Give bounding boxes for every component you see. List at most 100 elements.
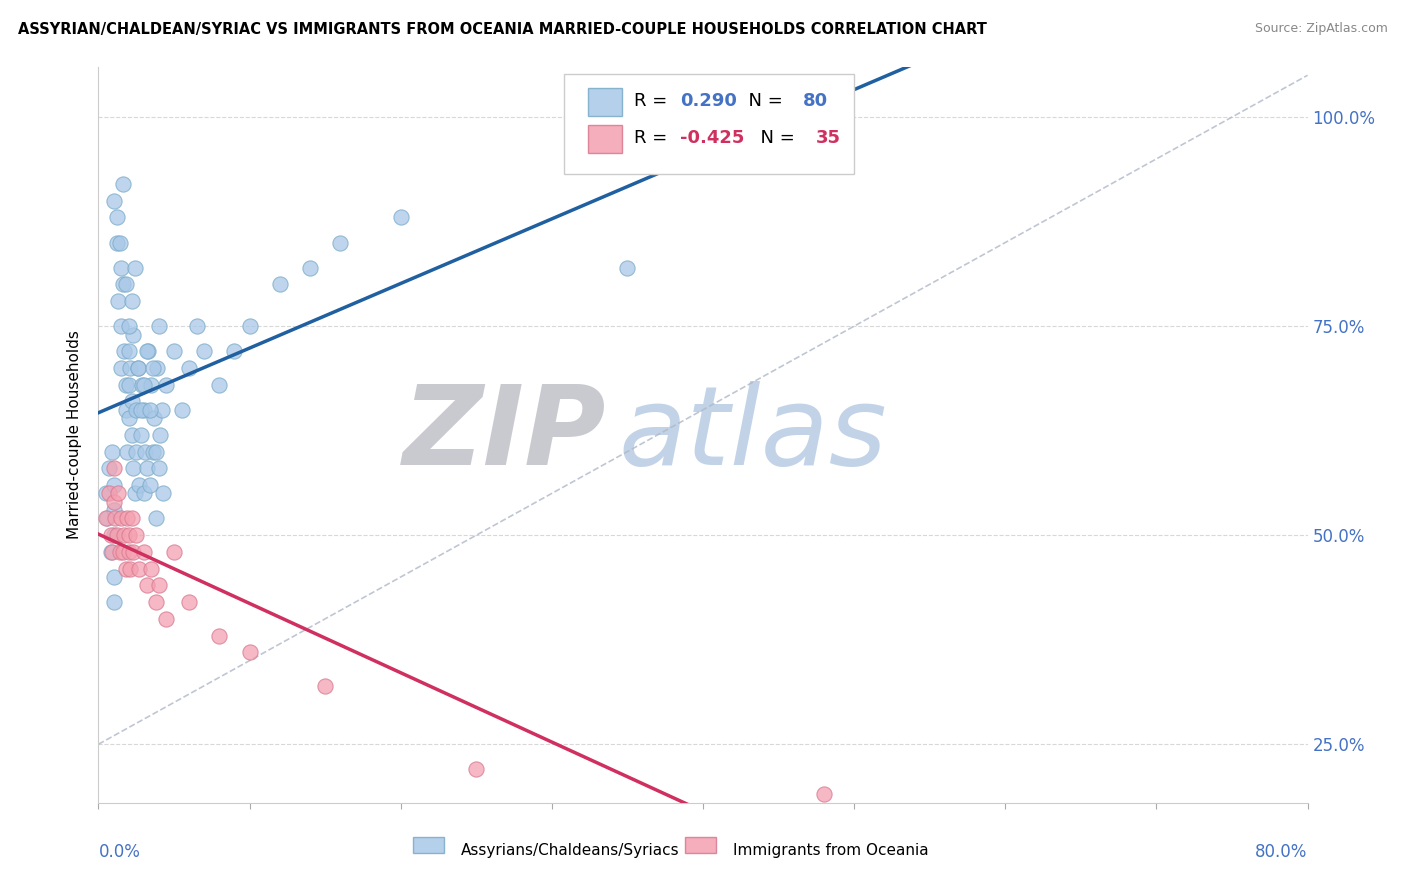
Point: [143, 411, 166, 425]
Point: [121, 294, 143, 309]
Point: [94, 511, 117, 525]
Point: [108, 545, 131, 559]
Point: [103, 503, 125, 517]
Point: [103, 478, 125, 492]
Point: [128, 478, 150, 492]
Point: [110, 361, 132, 376]
Point: [152, 486, 174, 500]
Point: [122, 545, 145, 559]
Point: [150, 402, 173, 417]
Point: [136, 344, 159, 359]
Point: [155, 612, 177, 626]
Point: [135, 344, 157, 359]
FancyBboxPatch shape: [413, 837, 444, 853]
Point: [100, 528, 122, 542]
Text: ZIP: ZIP: [402, 382, 606, 488]
Point: [314, 679, 336, 693]
Point: [105, 235, 128, 250]
Point: [122, 327, 145, 342]
Point: [114, 377, 136, 392]
Point: [98, 486, 121, 500]
Point: [135, 578, 157, 592]
Point: [329, 235, 352, 250]
Point: [111, 277, 134, 292]
Point: [239, 319, 262, 334]
Point: [208, 628, 231, 642]
Point: [146, 361, 169, 376]
Point: [148, 461, 170, 475]
Point: [163, 344, 186, 359]
Text: R =: R =: [634, 129, 673, 147]
Point: [148, 578, 170, 592]
Point: [125, 402, 148, 417]
Point: [112, 528, 135, 542]
Point: [118, 411, 141, 425]
Text: 80.0%: 80.0%: [1256, 843, 1308, 862]
Text: R =: R =: [634, 93, 673, 111]
Point: [132, 545, 155, 559]
Point: [129, 427, 152, 442]
Text: Assyrians/Chaldeans/Syriacs: Assyrians/Chaldeans/Syriacs: [461, 843, 679, 858]
Point: [110, 319, 132, 334]
Point: [103, 528, 125, 542]
Point: [465, 762, 488, 776]
Point: [94, 486, 117, 500]
Point: [103, 494, 125, 508]
Point: [135, 461, 157, 475]
Point: [103, 595, 125, 609]
Point: [269, 277, 291, 292]
Point: [98, 461, 121, 475]
Point: [112, 344, 135, 359]
Point: [131, 377, 153, 392]
Point: [132, 486, 155, 500]
Point: [120, 361, 142, 376]
Point: [125, 444, 148, 458]
Point: [145, 511, 167, 525]
Point: [118, 545, 141, 559]
Text: Immigrants from Oceania: Immigrants from Oceania: [734, 843, 929, 858]
Point: [813, 788, 835, 802]
Point: [129, 402, 152, 417]
Point: [103, 570, 125, 584]
Point: [118, 377, 141, 392]
Point: [170, 402, 193, 417]
Point: [208, 377, 231, 392]
Point: [110, 511, 132, 525]
Text: 0.290: 0.290: [681, 93, 737, 111]
Text: N =: N =: [749, 129, 800, 147]
Point: [134, 444, 156, 458]
Point: [107, 486, 129, 500]
Point: [114, 402, 136, 417]
Text: atlas: atlas: [619, 382, 887, 488]
Point: [108, 235, 131, 250]
Point: [149, 427, 172, 442]
Point: [145, 595, 167, 609]
Point: [139, 478, 162, 492]
Text: 35: 35: [815, 129, 841, 147]
Point: [155, 377, 177, 392]
Y-axis label: Married-couple Households: Married-couple Households: [67, 330, 83, 540]
Point: [101, 545, 124, 559]
Text: ASSYRIAN/CHALDEAN/SYRIAC VS IMMIGRANTS FROM OCEANIA MARRIED-COUPLE HOUSEHOLDS CO: ASSYRIAN/CHALDEAN/SYRIAC VS IMMIGRANTS F…: [18, 22, 987, 37]
Point: [120, 562, 142, 576]
Point: [105, 211, 128, 225]
Point: [139, 402, 162, 417]
Point: [127, 361, 149, 376]
Point: [125, 528, 148, 542]
Point: [111, 545, 134, 559]
Point: [132, 402, 155, 417]
Point: [101, 444, 124, 458]
Point: [105, 528, 128, 542]
Point: [104, 511, 127, 525]
Point: [179, 361, 201, 376]
Point: [114, 562, 136, 576]
Point: [121, 427, 143, 442]
FancyBboxPatch shape: [588, 88, 621, 116]
Point: [118, 528, 141, 542]
Point: [141, 562, 163, 576]
Text: 0.0%: 0.0%: [98, 843, 141, 862]
Point: [118, 319, 141, 334]
Point: [179, 595, 201, 609]
Point: [118, 344, 141, 359]
Text: 80: 80: [803, 93, 828, 111]
